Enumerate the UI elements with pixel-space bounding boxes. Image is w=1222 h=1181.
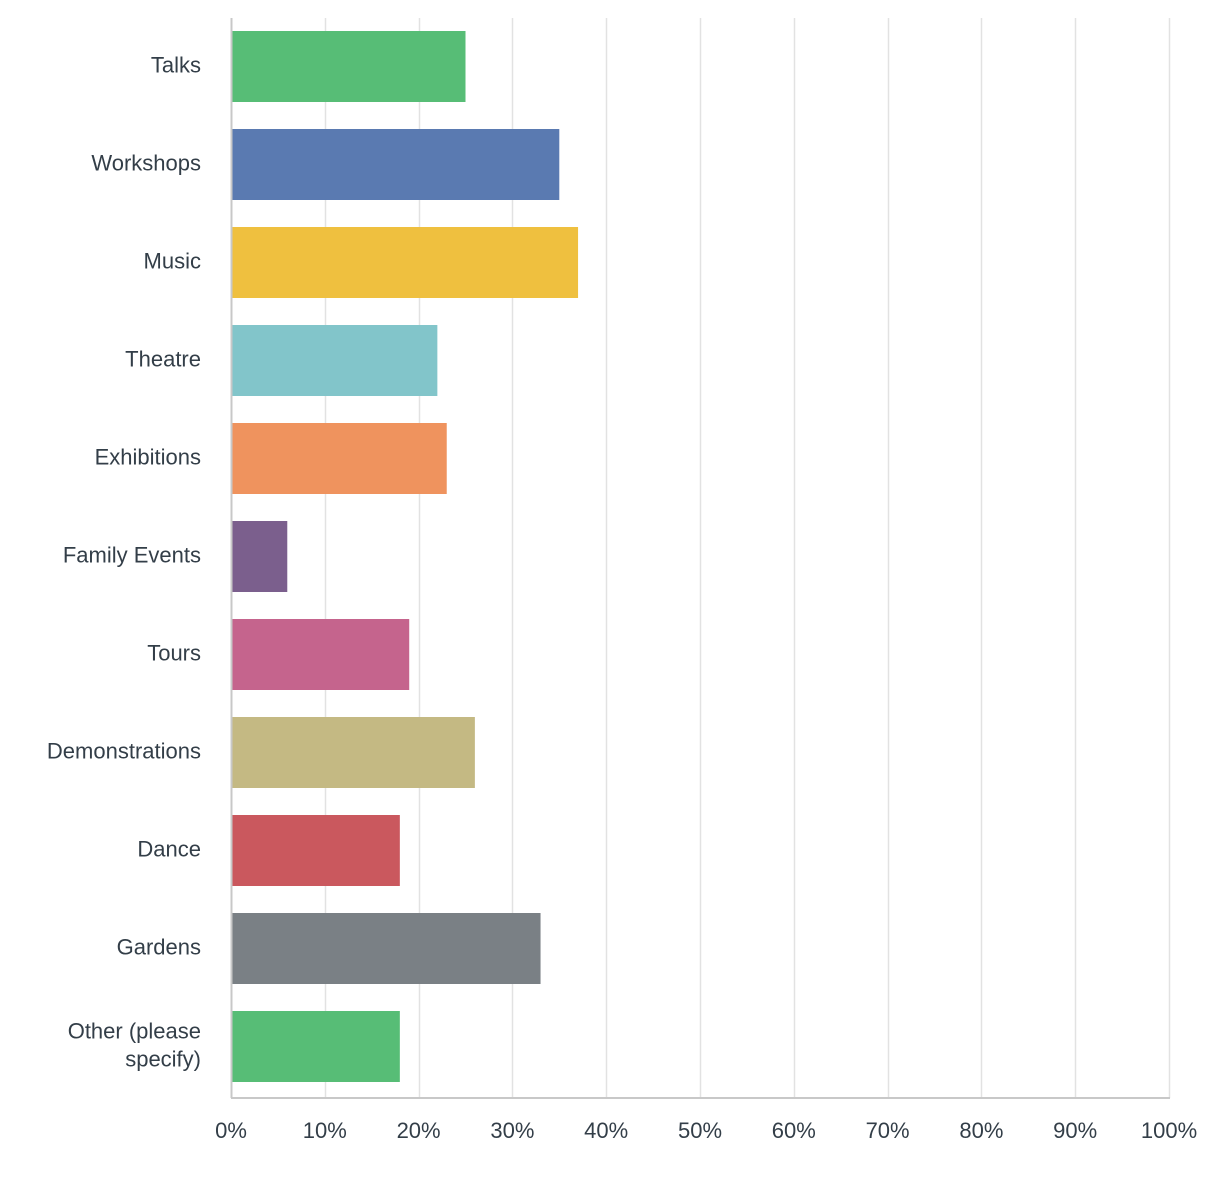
bar-7 <box>231 717 475 788</box>
category-label-6: Tours <box>147 640 201 665</box>
category-label-4: Exhibitions <box>95 444 201 469</box>
category-label-line: Dance <box>137 836 201 861</box>
bar-1 <box>231 129 560 200</box>
bar-0 <box>231 31 466 102</box>
category-label-3: Theatre <box>125 346 201 371</box>
bar-5 <box>231 521 288 592</box>
x-tick-label-90: 90% <box>1053 1118 1097 1143</box>
bar-6 <box>231 619 410 690</box>
x-tick-label-20: 20% <box>397 1118 441 1143</box>
bar-9 <box>231 913 541 984</box>
category-labels: Talks Workshops Music Theatre Exhibitions Fam… <box>47 52 201 1071</box>
category-label-2: Music <box>144 248 201 273</box>
category-label-line: Other (please <box>68 1018 201 1043</box>
bar-3 <box>231 325 438 396</box>
x-tick-label-10: 10% <box>303 1118 347 1143</box>
bar-2 <box>231 227 579 298</box>
category-label-line: Theatre <box>125 346 201 371</box>
bars <box>231 31 579 1082</box>
category-label-0: Talks <box>151 52 201 77</box>
x-tick-label-30: 30% <box>490 1118 534 1143</box>
x-tick-labels: 0% 10% 20% 30% 40% 50% 60% 70% 80% 90% 100% <box>215 1118 1197 1143</box>
axes <box>230 18 1170 1099</box>
category-label-line: Workshops <box>91 150 201 175</box>
category-label-line: Exhibitions <box>95 444 201 469</box>
x-tick-label-40: 40% <box>584 1118 628 1143</box>
bar-8 <box>231 815 400 886</box>
bar-10 <box>231 1011 400 1082</box>
category-label-line: Family Events <box>63 542 201 567</box>
x-tick-label-0: 0% <box>215 1118 247 1143</box>
category-label-line: Talks <box>151 52 201 77</box>
category-label-line: Gardens <box>117 934 201 959</box>
category-label-line: Demonstrations <box>47 738 201 763</box>
category-label-line: Music <box>144 248 201 273</box>
x-tick-label-80: 80% <box>959 1118 1003 1143</box>
category-label-7: Demonstrations <box>47 738 201 763</box>
bar-4 <box>231 423 447 494</box>
category-label-line: specify) <box>125 1046 201 1071</box>
x-tick-label-100: 100% <box>1141 1118 1197 1143</box>
category-label-1: Workshops <box>91 150 201 175</box>
category-label-5: Family Events <box>63 542 201 567</box>
x-tick-label-50: 50% <box>678 1118 722 1143</box>
x-tick-label-60: 60% <box>772 1118 816 1143</box>
category-label-9: Gardens <box>117 934 201 959</box>
category-label-10: Other (please specify) <box>68 1018 201 1071</box>
category-label-line: Tours <box>147 640 201 665</box>
category-label-8: Dance <box>137 836 201 861</box>
x-tick-label-70: 70% <box>866 1118 910 1143</box>
